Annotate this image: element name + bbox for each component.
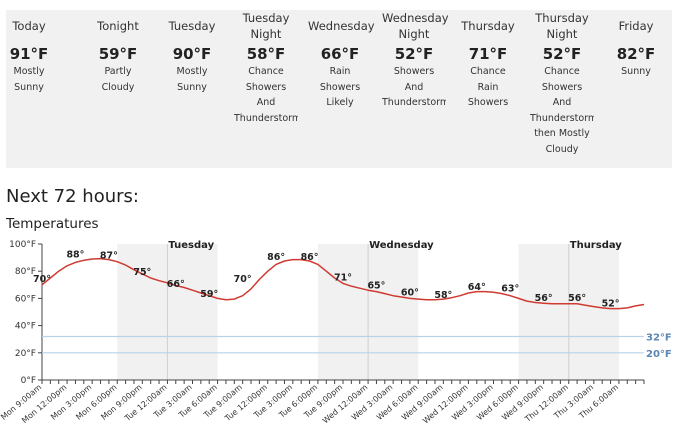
forecast-period-name: Wednesday [308,19,375,33]
forecast-period-name: Thursday [461,19,515,33]
forecast-condition: Chance Rain Showers [467,66,509,108]
temperature-data-label: 60° [401,287,419,298]
temperatures-chart-title: Temperatures [6,216,99,232]
forecast-period-name: Friday [618,19,654,33]
forecast-period-name: Wednesday Night [382,11,449,41]
forecast-period-name: Today [12,19,46,33]
temperature-data-label: 88° [66,249,84,260]
forecast-period: Friday 82°F Sunny [604,10,668,80]
forecast-temperature: 66°F [320,45,360,63]
y-tick-label: 100°F [9,240,36,250]
forecast-condition: Rain Showers Likely [319,66,361,108]
forecast-condition: Sunny [621,66,651,77]
forecast-period-name: Tuesday [168,19,216,33]
temperature-data-label: 58° [434,290,452,301]
forecast-temperature: 90°F [172,45,212,63]
forecast-temperature: 71°F [468,45,508,63]
temperature-line [41,257,645,310]
day-label: Tuesday [168,240,214,251]
temperature-data-label: 59° [200,289,218,300]
temperature-data-label: 71° [334,272,352,283]
temperature-data-label: 86° [267,252,285,263]
temperature-data-label: 64° [468,282,486,293]
forecast-period-name: Thursday Night [535,11,589,41]
forecast-temperature: 52°F [394,45,434,63]
forecast-temperature: 91°F [9,45,49,63]
forecast-condition: ChanceShowersAndThunderstorms [234,66,298,124]
forecast-condition: ChanceShowersAndThunderstormsthen Mostly… [530,66,594,155]
forecast-temperature: 82°F [616,45,656,63]
y-tick-label: 80°F [15,267,36,277]
forecast-temperature: 59°F [98,45,138,63]
temperature-data-label: 87° [100,251,118,262]
forecast-panel: Today 91°F Mostly Sunny Tonight 59°F Partly Clo… [6,10,672,168]
y-tick-label: 20°F [15,349,36,359]
forecast-period: Wednesday Night 52°F Showers And Thunderstorm… [382,10,449,111]
temperature-data-label: 70° [33,274,51,285]
reference-line-label: 20°F [646,349,672,360]
temperature-data-label: 70° [234,274,252,285]
forecast-condition: Partly Cloudy [101,66,135,93]
next-72-hours-title: Next 72 hours: [6,186,139,207]
forecast-condition: Mostly Sunny [176,66,208,93]
temperature-chart: Tuesday Wednesday Thursday 0°F 20°F 40°F 60°F 8… [0,240,672,425]
temperature-data-label: 52° [602,298,620,309]
reference-line-label: 32°F [646,332,672,343]
y-tick-label: 0°F [21,376,36,386]
forecast-temperature: 52°F [542,45,582,63]
forecast-period: Thursday Night 52°F Chance Showers And Thunder… [530,10,594,157]
temperature-data-label: 66° [167,279,185,290]
forecast-period: Tuesday Night 58°F Chance Showers And Thunders… [234,10,298,126]
forecast-period: Today 91°F Mostly Sunny [0,10,61,95]
temperature-data-label: 65° [367,281,385,292]
day-label: Thursday [570,240,623,251]
forecast-period-name: Tonight [97,19,139,33]
day-label: Wednesday [369,240,434,251]
forecast-temperature: 58°F [246,45,286,63]
temperature-data-label: 63° [501,283,519,294]
forecast-period: Tonight 59°F Partly Cloudy [86,10,150,95]
forecast-period: Thursday 71°F Chance Rain Showers [456,10,520,111]
temperature-data-label: 75° [133,267,151,278]
temperature-data-label: 86° [301,252,319,263]
forecast-period-name: Tuesday Night [242,11,290,41]
forecast-period: Tuesday 90°F Mostly Sunny [160,10,224,95]
forecast-condition: ShowersAndThunderstorms [382,66,446,108]
forecast-condition: Mostly Sunny [13,66,45,93]
y-tick-label: 40°F [15,322,36,332]
y-tick-label: 60°F [15,294,36,304]
temperature-data-label: 56° [568,293,586,304]
forecast-period: Wednesday 66°F Rain Showers Likely [308,10,375,111]
temperature-data-label: 56° [535,293,553,304]
